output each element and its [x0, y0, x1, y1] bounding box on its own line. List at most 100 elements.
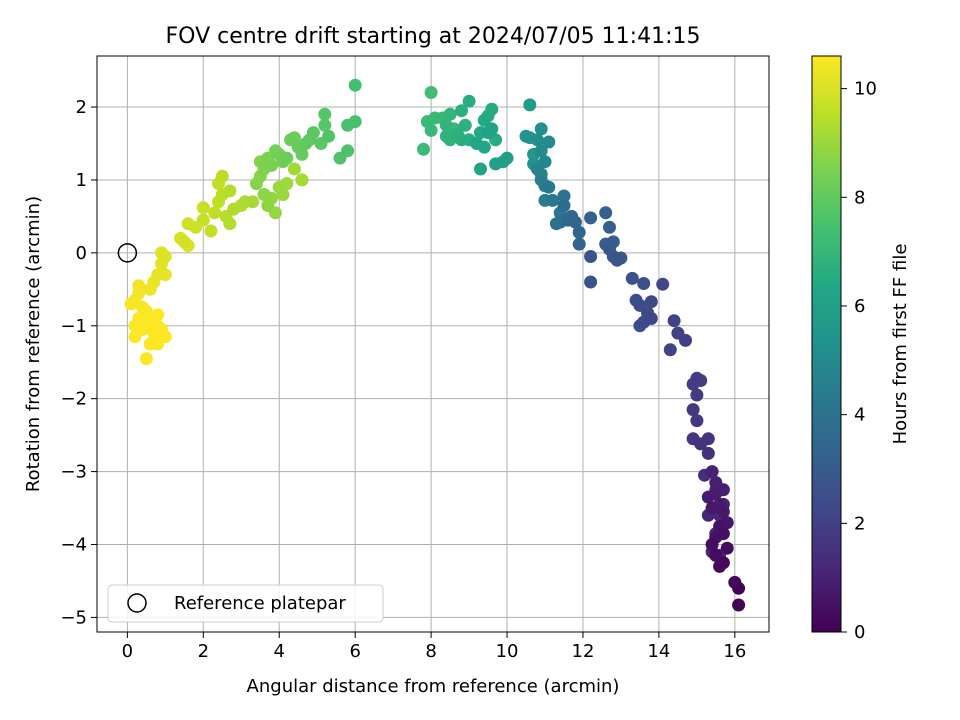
data-point — [534, 144, 548, 158]
data-point — [625, 271, 639, 285]
data-point — [542, 180, 556, 194]
data-point — [151, 308, 165, 322]
data-point — [663, 343, 677, 357]
legend-label: Reference platepar — [174, 593, 346, 614]
data-point — [287, 162, 301, 176]
data-point — [223, 184, 237, 198]
data-point — [196, 201, 210, 215]
y-axis-ticks: −5 −4 −3 −2 −1 0 1 2 — [60, 97, 97, 628]
data-point — [485, 122, 499, 136]
data-point — [610, 253, 624, 267]
data-point — [694, 437, 708, 451]
reference-marker — [117, 243, 138, 263]
data-point — [177, 235, 191, 249]
x-tick-label: 2 — [198, 641, 209, 662]
colorbar-tick-label: 2 — [854, 513, 865, 534]
data-point — [572, 225, 586, 239]
x-tick-label: 0 — [122, 641, 133, 662]
data-point — [599, 206, 613, 220]
data-point — [500, 151, 514, 165]
data-point — [143, 337, 157, 351]
data-point — [603, 220, 616, 234]
data-point — [341, 144, 355, 158]
data-point — [557, 189, 571, 203]
y-tick-label: −5 — [60, 607, 87, 628]
data-point — [204, 224, 218, 238]
data-point — [637, 277, 651, 290]
data-point — [462, 94, 476, 108]
data-point — [716, 527, 730, 541]
data-point — [557, 199, 571, 212]
colorbar-tick-label: 8 — [854, 187, 865, 208]
x-tick-label: 4 — [274, 641, 285, 662]
chart-title: FOV centre drift starting at 2024/07/05 … — [166, 24, 701, 49]
x-axis-ticks: 0 2 4 6 8 10 12 14 16 — [122, 632, 746, 662]
data-point — [690, 414, 704, 428]
colorbar: 0 2 4 6 8 10 Hours from first FF file — [811, 55, 911, 643]
colorbar-bar — [811, 55, 842, 633]
data-point — [155, 322, 168, 336]
x-tick-label: 16 — [723, 641, 746, 662]
data-point — [667, 314, 681, 328]
data-point — [644, 312, 658, 325]
y-tick-label: −4 — [60, 535, 87, 556]
colorbar-label: Hours from first FF file — [890, 244, 911, 445]
x-tick-label: 6 — [349, 641, 360, 662]
y-tick-label: 2 — [76, 97, 87, 118]
data-point — [705, 501, 719, 515]
data-point — [686, 377, 700, 391]
data-point — [322, 129, 336, 143]
data-point — [519, 129, 533, 143]
data-point — [417, 142, 430, 156]
data-point — [477, 113, 491, 127]
data-point — [720, 541, 734, 555]
data-point — [215, 169, 229, 183]
data-point — [477, 140, 491, 154]
data-point — [155, 246, 168, 260]
data-point — [257, 188, 271, 201]
data-point — [530, 133, 544, 147]
data-point — [584, 250, 598, 263]
data-point — [701, 446, 715, 460]
x-axis-label: Angular distance from reference (arcmin) — [247, 676, 620, 697]
y-tick-label: −2 — [60, 389, 87, 410]
data-point — [455, 104, 468, 118]
x-tick-label: 12 — [572, 641, 595, 662]
data-point — [705, 538, 719, 551]
data-points — [124, 78, 746, 612]
data-point — [584, 275, 598, 289]
data-point — [424, 86, 438, 99]
data-point — [306, 126, 320, 140]
y-axis-label: Rotation from reference (arcmin) — [23, 196, 44, 492]
data-point — [246, 195, 260, 209]
colorbar-tick-label: 4 — [854, 405, 865, 426]
data-point — [542, 135, 556, 149]
data-point — [572, 237, 586, 251]
x-tick-label: 8 — [425, 641, 436, 662]
data-point — [705, 465, 719, 479]
data-point — [208, 206, 222, 220]
data-point — [656, 277, 670, 291]
y-tick-label: −1 — [60, 316, 87, 337]
data-point — [158, 268, 172, 282]
data-point — [644, 295, 658, 309]
data-point — [348, 78, 362, 92]
data-point — [424, 123, 438, 137]
data-point — [716, 505, 730, 519]
data-point — [280, 151, 294, 165]
y-tick-label: 0 — [76, 243, 87, 264]
colorbar-ticks: 0 2 4 6 8 10 — [841, 79, 877, 643]
data-point — [318, 107, 332, 121]
data-point — [136, 301, 150, 314]
data-point — [458, 118, 472, 132]
data-point — [261, 199, 275, 212]
data-point — [124, 297, 138, 311]
data-point — [679, 333, 692, 347]
x-tick-label: 14 — [647, 641, 670, 662]
data-point — [568, 215, 582, 229]
legend-box — [107, 584, 384, 623]
data-point — [716, 556, 730, 570]
colorbar-tick-label: 6 — [854, 296, 865, 317]
plot-frame — [96, 55, 770, 633]
